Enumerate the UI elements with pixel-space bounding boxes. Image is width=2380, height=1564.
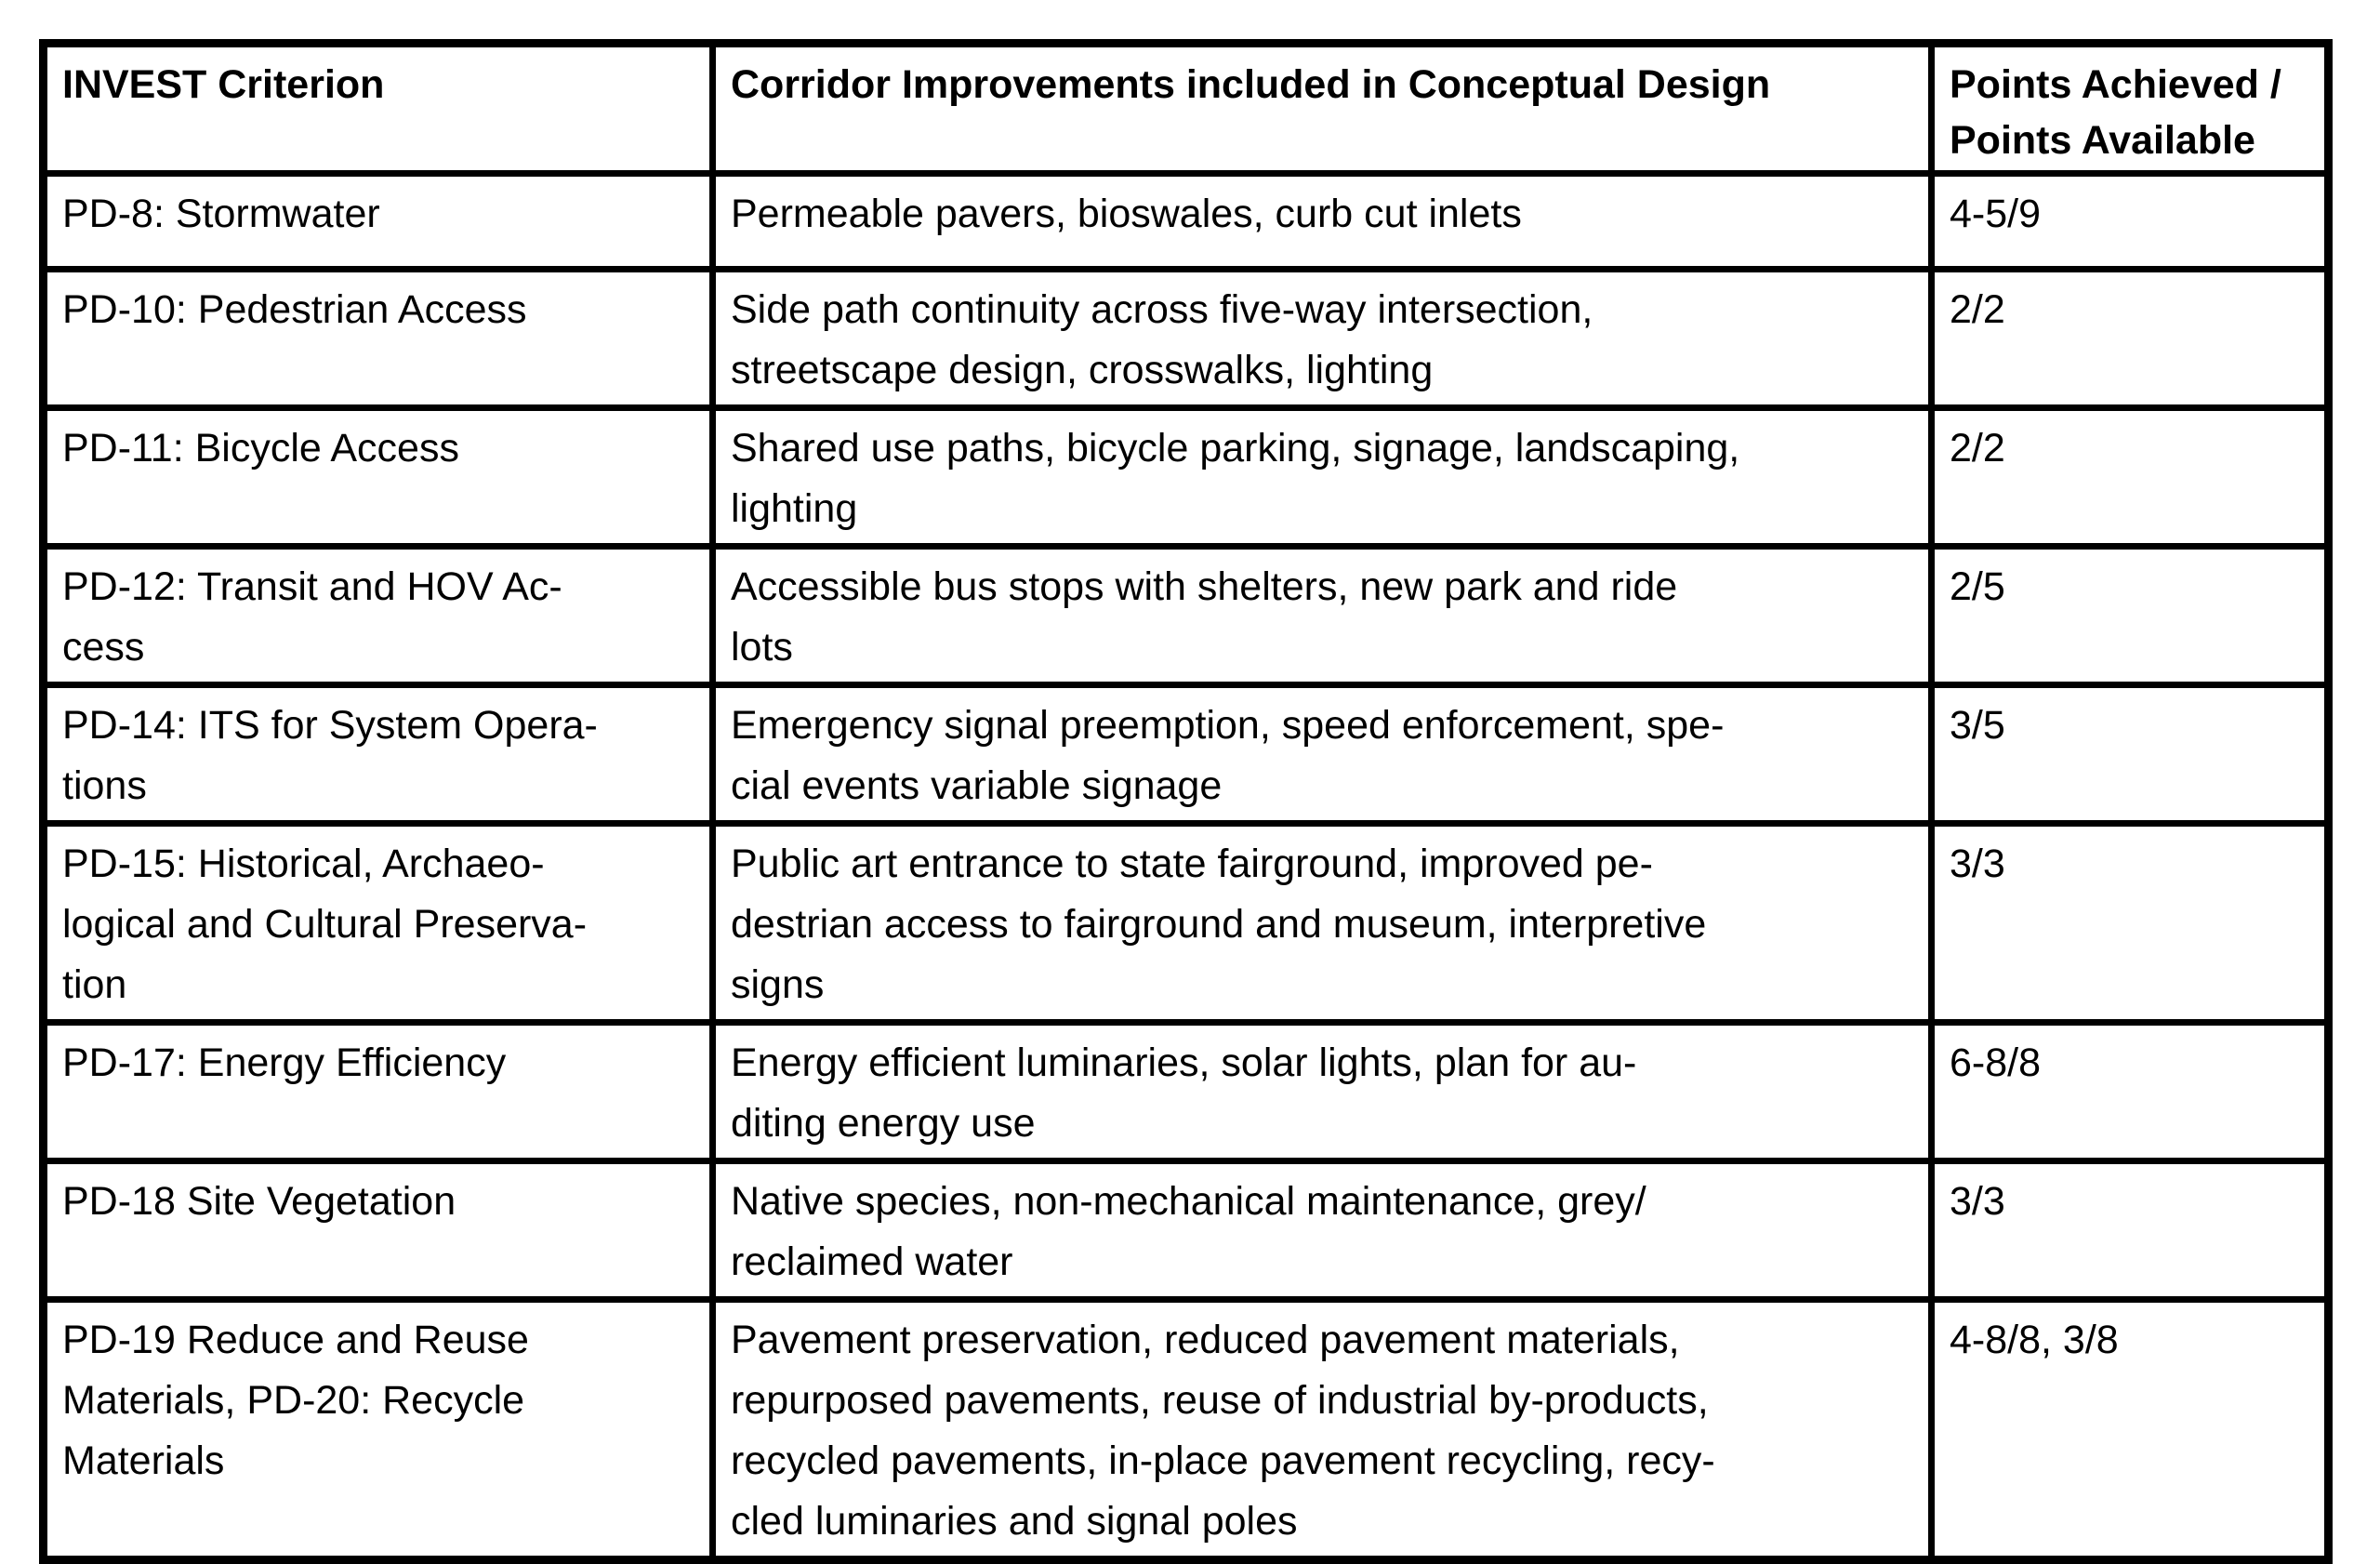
cell-criterion: PD-10: Pedestrian Access bbox=[40, 266, 716, 411]
table-row: PD-15: Historical, Archaeo- logical and … bbox=[40, 820, 2332, 1026]
cell-points: 4-5/9 bbox=[1928, 170, 2332, 272]
cell-improvements: Permeable pavers, bioswales, curb cut in… bbox=[709, 170, 1935, 272]
cell-improvements: Side path continuity across five-way int… bbox=[709, 266, 1935, 411]
header-cell-points: Points Achieved / Points Available bbox=[1928, 40, 2332, 177]
cell-points: 6-8/8 bbox=[1928, 1019, 2332, 1164]
cell-points: 2/5 bbox=[1928, 543, 2332, 688]
cell-criterion: PD-18 Site Vegetation bbox=[40, 1158, 716, 1303]
header-cell-improvements: Corridor Improvements included in Concep… bbox=[709, 40, 1935, 177]
cell-improvements: Shared use paths, bicycle parking, signa… bbox=[709, 404, 1935, 550]
cell-improvements: Native species, non-mechanical maintenan… bbox=[709, 1158, 1935, 1303]
table-row: PD-14: ITS for System Opera- tions Emerg… bbox=[40, 682, 2332, 827]
cell-criterion: PD-19 Reduce and Reuse Materials, PD-20:… bbox=[40, 1296, 716, 1563]
cell-criterion: PD-17: Energy Efficiency bbox=[40, 1019, 716, 1164]
table-row: PD-19 Reduce and Reuse Materials, PD-20:… bbox=[40, 1296, 2332, 1563]
cell-criterion: PD-15: Historical, Archaeo- logical and … bbox=[40, 820, 716, 1026]
table-row: PD-17: Energy Efficiency Energy efficien… bbox=[40, 1019, 2332, 1164]
cell-points: 3/3 bbox=[1928, 1158, 2332, 1303]
cell-improvements: Energy efficient luminaries, solar light… bbox=[709, 1019, 1935, 1164]
table-header-row: INVEST Criterion Corridor Improvements i… bbox=[40, 40, 2332, 177]
table-row: PD-11: Bicycle Access Shared use paths, … bbox=[40, 404, 2332, 550]
header-cell-criterion: INVEST Criterion bbox=[40, 40, 716, 177]
cell-improvements: Emergency signal preemption, speed enfor… bbox=[709, 682, 1935, 827]
cell-criterion: PD-11: Bicycle Access bbox=[40, 404, 716, 550]
cell-criterion: PD-12: Transit and HOV Ac- cess bbox=[40, 543, 716, 688]
table-row: PD-10: Pedestrian Access Side path conti… bbox=[40, 266, 2332, 411]
invest-criteria-table: INVEST Criterion Corridor Improvements i… bbox=[39, 39, 2333, 1564]
cell-points: 3/5 bbox=[1928, 682, 2332, 827]
cell-points: 4-8/8, 3/8 bbox=[1928, 1296, 2332, 1563]
cell-improvements: Accessible bus stops with shelters, new … bbox=[709, 543, 1935, 688]
cell-improvements: Pavement preservation, reduced pavement … bbox=[709, 1296, 1935, 1563]
cell-improvements: Public art entrance to state fairground,… bbox=[709, 820, 1935, 1026]
table-row: PD-12: Transit and HOV Ac- cess Accessib… bbox=[40, 543, 2332, 688]
cell-criterion: PD-8: Stormwater bbox=[40, 170, 716, 272]
cell-points: 3/3 bbox=[1928, 820, 2332, 1026]
cell-points: 2/2 bbox=[1928, 404, 2332, 550]
table-row: PD-18 Site Vegetation Native species, no… bbox=[40, 1158, 2332, 1303]
table-row: PD-8: Stormwater Permeable pavers, biosw… bbox=[40, 170, 2332, 272]
cell-criterion: PD-14: ITS for System Opera- tions bbox=[40, 682, 716, 827]
cell-points: 2/2 bbox=[1928, 266, 2332, 411]
